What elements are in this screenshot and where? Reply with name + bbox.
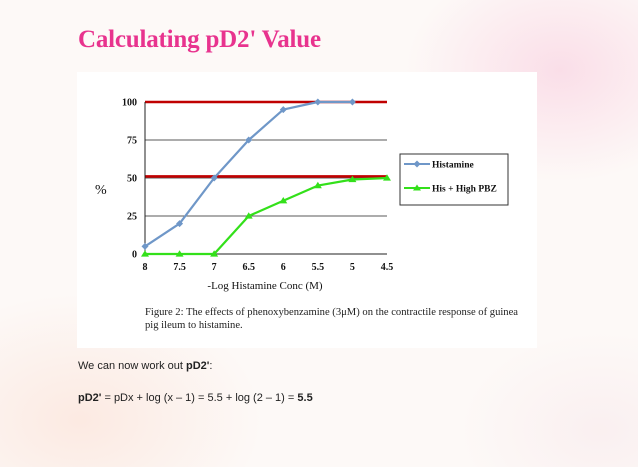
legend-his-pbz-marker bbox=[413, 184, 421, 191]
his-pbz-data-point bbox=[175, 250, 184, 257]
slide-title: Calculating pD2' Value bbox=[78, 26, 321, 53]
formula-result: 5.5 bbox=[297, 392, 313, 404]
figure-card: 0 25 50 75 100 8 7.5 7 6.5 6 5.5 5 4.5 Histamine His… bbox=[77, 72, 537, 348]
histamine-data-point bbox=[141, 242, 149, 250]
histamine-series-line bbox=[144, 100, 353, 248]
intro-bold: pD2' bbox=[186, 360, 210, 372]
y-tick-label: 25 bbox=[127, 212, 137, 223]
x-tick-label: 8 bbox=[143, 262, 148, 273]
legend-his-pbz-label: His + High PBZ bbox=[432, 185, 497, 195]
formula-lhs: pD2' bbox=[78, 392, 102, 404]
x-tick-label: 4.5 bbox=[381, 262, 394, 273]
his-pbz-series-line bbox=[145, 176, 388, 256]
formula-text: pD2' = pDx + log (x – 1) = 5.5 + log (2 … bbox=[78, 392, 313, 404]
histamine-data-point bbox=[348, 98, 356, 106]
y-tick-label: 0 bbox=[132, 250, 137, 261]
y-tick-label: 75 bbox=[127, 136, 137, 147]
x-tick-label: 7.5 bbox=[173, 262, 186, 273]
x-tick-label: 6 bbox=[281, 262, 286, 273]
x-tick-label: 6.5 bbox=[242, 262, 255, 273]
y-tick-label: 100 bbox=[122, 98, 137, 109]
histamine-data-point bbox=[245, 136, 253, 144]
his-pbz-data-point bbox=[383, 174, 391, 181]
his-pbz-data-point bbox=[348, 175, 357, 183]
x-tick-label: 7 bbox=[212, 262, 217, 273]
histamine-data-point bbox=[210, 174, 218, 182]
intro-text: We can now work out pD2': bbox=[78, 360, 212, 372]
intro-suffix: : bbox=[209, 360, 213, 372]
formula-expression: = pDx + log (x – 1) = 5.5 + log (2 – 1) … bbox=[101, 392, 298, 404]
x-axis-label: -Log Histamine Conc (M) bbox=[207, 280, 323, 292]
y-tick-label: 50 bbox=[127, 174, 137, 185]
histamine-data-point bbox=[279, 106, 287, 114]
legend-histamine-label: Histamine bbox=[432, 161, 474, 171]
x-tick-label: 5.5 bbox=[312, 262, 325, 273]
line-chart: 0 25 50 75 100 8 7.5 7 6.5 6 5.5 5 4.5 Histamine His… bbox=[95, 98, 509, 292]
his-pbz-data-point bbox=[279, 197, 288, 204]
his-pbz-data-point bbox=[141, 250, 149, 257]
histamine-data-point bbox=[314, 98, 322, 106]
his-pbz-data-point bbox=[210, 250, 219, 257]
intro-prefix: We can now work out bbox=[78, 360, 187, 372]
figure-caption: Figure 2: The effects of phenoxybenzamin… bbox=[145, 307, 519, 331]
legend-histamine-marker bbox=[413, 160, 421, 168]
y-axis-label: % bbox=[95, 183, 107, 198]
his-pbz-data-point bbox=[244, 212, 253, 219]
his-pbz-data-point bbox=[313, 181, 322, 189]
x-tick-label: 5 bbox=[350, 262, 355, 273]
histamine-data-point bbox=[176, 220, 184, 228]
